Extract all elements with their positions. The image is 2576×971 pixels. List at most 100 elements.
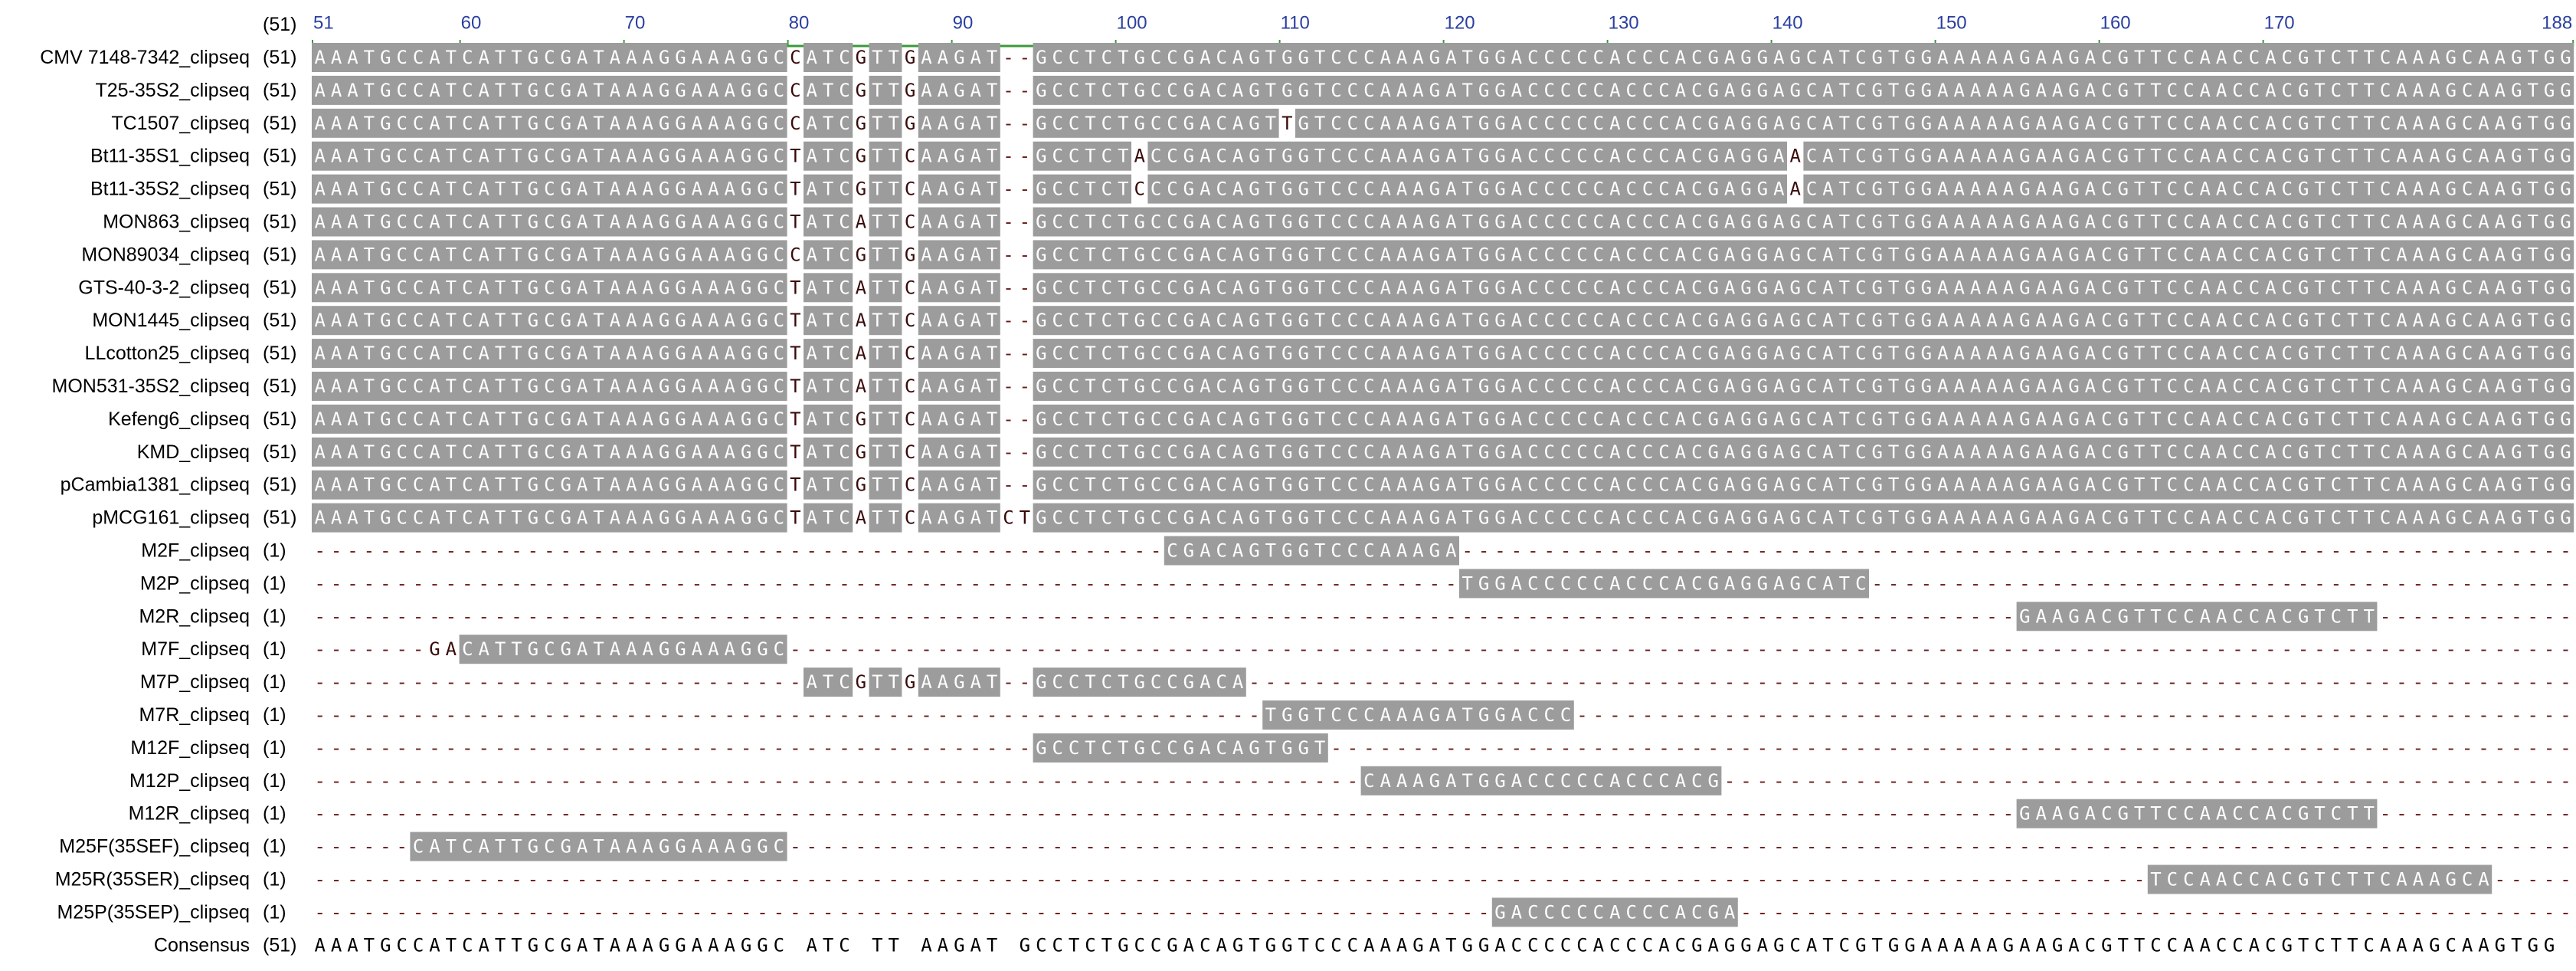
sequence-run: A [856, 376, 867, 397]
sequence-run: AAATGCCATCATTGCGATAAAGGAAAGGC [314, 507, 784, 529]
match-shade [869, 306, 902, 336]
sequence-run: ------------------------------ [314, 671, 800, 693]
sequence-run: ATC [806, 179, 849, 200]
sequence-run: G [856, 474, 866, 496]
match-shade [869, 437, 902, 467]
sequence-run: ATC [806, 376, 849, 397]
sequence-start: (1) [263, 704, 286, 726]
match-shade [1033, 733, 1328, 763]
sequence-run: T [790, 441, 800, 463]
sequence-name: M25R(35SER)_clipseq [55, 869, 250, 891]
sequence-run: ----------------------------------------… [314, 737, 1030, 759]
match-shade [1491, 897, 1738, 927]
sequence-run: G [905, 47, 915, 68]
sequence-run: ATC [806, 113, 849, 134]
sequence-name: M2P_clipseq [140, 572, 250, 594]
match-shade [1033, 141, 1131, 171]
sequence-run: AAATGCCATCATTGCGATAAAGGAAAGGC [314, 212, 784, 233]
sequence: ----------------------------------------… [314, 704, 2571, 726]
match-shade [918, 339, 1000, 369]
sequence-run: C [905, 474, 915, 496]
sequence: ----------------------------------------… [314, 605, 2571, 627]
sequence-run: C [1134, 179, 1144, 200]
sequence-run: A [856, 343, 867, 364]
sequence-run: ATC [806, 146, 849, 167]
sequence-start: (1) [263, 572, 286, 594]
sequence-run: G [856, 80, 866, 101]
ruler-tick-label: 130 [1609, 13, 1639, 34]
match-shade [869, 668, 902, 697]
sequence-run: GCCTCTGCCGACA [1036, 671, 1244, 693]
sequence-run: C [905, 212, 915, 233]
sequence-run: ----------------------------------------… [1740, 901, 2571, 923]
sequence-name: Bt11-35S2_clipseq [90, 179, 250, 200]
match-shade [1033, 43, 2574, 72]
sequence-run: AAATGCCATCATTGCGATAAAGGAAAGGC [314, 376, 784, 397]
match-shade [1147, 141, 1787, 171]
match-shade [869, 339, 902, 369]
match-shade [918, 207, 1000, 237]
sequence-name: M12R_clipseq [129, 803, 250, 825]
match-shade [804, 339, 853, 369]
match-shade [1033, 339, 2574, 369]
sequence-run: ATC [806, 277, 849, 298]
match-shade [1033, 240, 2574, 270]
sequence-run: ----------------------------------------… [314, 901, 1489, 923]
sequence-start: (51) [263, 441, 296, 463]
ruler-tick-label: 100 [1117, 13, 1147, 34]
sequence-run: C [790, 47, 800, 68]
sequence-run: G [905, 113, 915, 134]
sequence-run: AAATGCCATCATTGCGATAAAGGAAAGGC [314, 113, 784, 134]
sequence-run: CCGACAGTGGTCCCAAAGATGGACCCCCACCCACGAGGA [1151, 146, 1785, 167]
sequence-name: M12P_clipseq [129, 770, 250, 792]
sequence: ----------------------------------------… [314, 869, 2571, 891]
sequence-start: (51) [263, 277, 296, 298]
sequence-start: (51) [263, 474, 296, 496]
sequence: ----------------------------------------… [314, 572, 2571, 594]
sequence: ----------------------------------------… [314, 901, 2571, 923]
sequence-run: C [905, 376, 915, 397]
sequence-run: T [790, 343, 800, 364]
match-shade [312, 141, 787, 171]
match-shade [1033, 273, 2574, 303]
sequence-start: (51) [263, 507, 296, 529]
sequence-run: ----------------------------------------… [314, 605, 2014, 627]
sequence-run: ATC [806, 343, 849, 364]
sequence-start: (1) [263, 671, 286, 693]
match-shade [804, 470, 853, 500]
sequence-run: AAATGCCATCATTGCGATAAAGGAAAGGC [314, 408, 784, 430]
sequence-run: ----------------------------------------… [314, 869, 2145, 891]
sequence-start: (51) [263, 80, 296, 101]
match-shade [804, 207, 853, 237]
sequence-run: G [856, 113, 866, 134]
match-shade [312, 207, 787, 237]
sequence-run: G [905, 80, 915, 101]
match-shade [1803, 174, 2574, 204]
sequence-run: C [790, 244, 800, 265]
sequence-name: CMV 7148-7342_clipseq [40, 47, 250, 68]
sequence-start: (1) [263, 737, 286, 759]
match-shade [312, 306, 787, 336]
sequence-name: GTS-40-3-2_clipseq [78, 277, 250, 298]
match-shade [918, 240, 1000, 270]
sequence-run: C [905, 310, 915, 331]
sequence-run: GA [429, 638, 457, 660]
match-shade [918, 372, 1000, 401]
sequence-run: C [905, 343, 915, 364]
match-shade [869, 207, 902, 237]
sequence-run: T [790, 146, 800, 167]
sequence-run: ATC [806, 80, 849, 101]
sequence-name: M2R_clipseq [139, 605, 250, 627]
match-shade [410, 832, 787, 861]
ruler-tick-label: 70 [625, 13, 646, 34]
sequence-name: pCambia1381_clipseq [61, 474, 250, 496]
sequence-run: ATC [806, 507, 849, 529]
sequence-run: AAATGCCATCATTGCGATAAAGGAAAGGC [314, 310, 784, 331]
sequence-run: C [905, 507, 915, 529]
sequence-start: (51) [263, 47, 296, 68]
match-shade [1147, 174, 1787, 204]
sequence-run: -- [1003, 146, 1030, 167]
sequence-start: (51) [263, 146, 296, 167]
sequence-run: C [905, 408, 915, 430]
match-shade [804, 306, 853, 336]
